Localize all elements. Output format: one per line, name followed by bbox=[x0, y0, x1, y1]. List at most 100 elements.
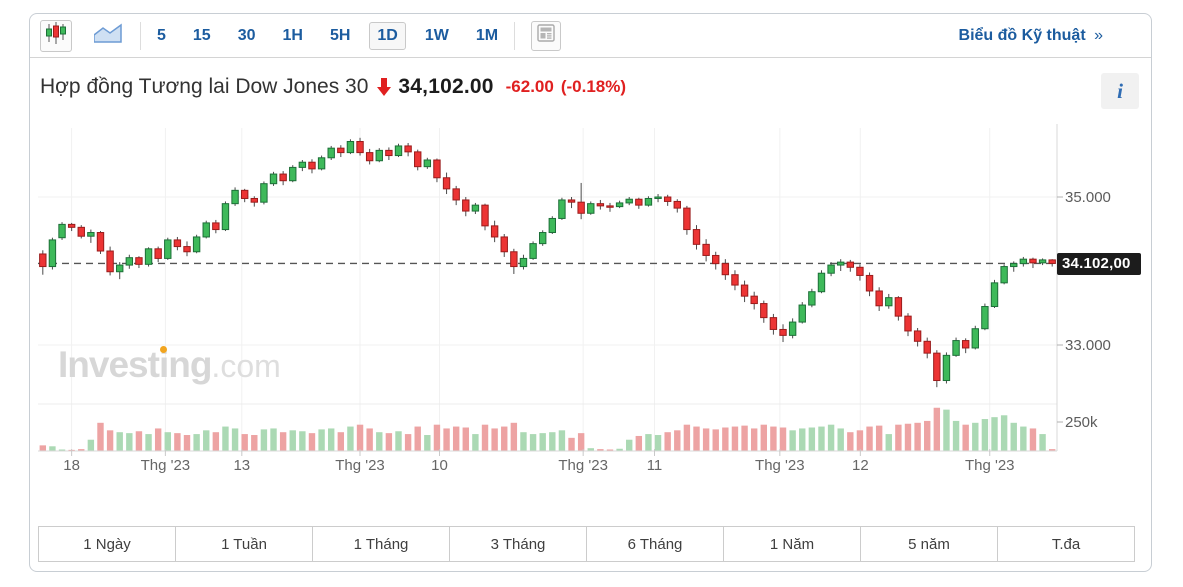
candle bbox=[375, 149, 383, 162]
volume-bar bbox=[299, 431, 306, 451]
volume-bar bbox=[577, 433, 585, 451]
volume-bar bbox=[799, 428, 806, 451]
down-arrow-icon bbox=[377, 78, 392, 96]
axis-label: Thg '23 bbox=[558, 457, 608, 474]
candle bbox=[933, 352, 941, 382]
axis-label: 18 bbox=[63, 457, 80, 474]
volume-bar bbox=[289, 430, 296, 451]
info-icon: i bbox=[1117, 78, 1123, 103]
volume-bar bbox=[58, 449, 66, 451]
info-button[interactable]: i bbox=[1101, 73, 1139, 109]
volume-bar bbox=[674, 430, 681, 451]
candle bbox=[692, 229, 701, 245]
volume-bar bbox=[1010, 422, 1017, 451]
volume-bar bbox=[193, 434, 200, 451]
range-3-months[interactable]: 3 Tháng bbox=[449, 526, 587, 562]
candlestick-chart[interactable]: 35.000 33.000 250k 18 Thg '23 13 Thg '23 10 Thg … bbox=[30, 116, 1151, 481]
volume-bar bbox=[222, 426, 229, 451]
candle bbox=[308, 161, 316, 170]
candle bbox=[654, 196, 662, 199]
axis-label: 11 bbox=[647, 457, 663, 474]
volume-bar bbox=[452, 426, 460, 451]
volume-bar bbox=[654, 435, 662, 451]
volume-bar bbox=[231, 428, 239, 451]
candle bbox=[471, 204, 480, 212]
candle bbox=[67, 223, 76, 228]
candle bbox=[981, 306, 989, 330]
interval-5[interactable]: 5 bbox=[157, 26, 166, 44]
candlestick-chart-type-button[interactable] bbox=[40, 19, 72, 52]
volume-bar bbox=[664, 432, 671, 451]
volume-bar bbox=[616, 448, 623, 451]
interval-5h[interactable]: 5H bbox=[329, 26, 351, 44]
candle bbox=[423, 159, 432, 168]
candle bbox=[414, 151, 422, 168]
candle bbox=[125, 257, 134, 266]
volume-bar bbox=[347, 426, 354, 451]
interval-1d-selected[interactable]: 1D bbox=[369, 21, 406, 50]
range-max[interactable]: T.đa bbox=[997, 526, 1135, 562]
candle bbox=[971, 328, 979, 349]
range-1-week[interactable]: 1 Tuần bbox=[175, 526, 313, 562]
volume-bar bbox=[501, 426, 508, 451]
axis-label: Thg '23 bbox=[965, 457, 1015, 474]
candle bbox=[548, 217, 557, 234]
area-chart-type-button[interactable] bbox=[92, 20, 124, 52]
candle bbox=[500, 236, 508, 253]
interval-1m[interactable]: 1M bbox=[475, 26, 499, 44]
volume-bar bbox=[116, 432, 123, 451]
candle bbox=[433, 159, 441, 179]
axis-label: Thg '23 bbox=[141, 457, 191, 474]
axis-label: 12 bbox=[852, 457, 869, 474]
candle bbox=[260, 183, 268, 203]
candle bbox=[538, 232, 547, 245]
candle bbox=[96, 232, 105, 252]
candle bbox=[779, 328, 787, 336]
candle bbox=[404, 145, 412, 153]
candle bbox=[39, 253, 47, 268]
candle bbox=[462, 199, 470, 212]
range-5-years[interactable]: 5 năm bbox=[860, 526, 998, 562]
volume-bar bbox=[606, 449, 614, 451]
range-1-day[interactable]: 1 Ngày bbox=[38, 526, 176, 562]
candle bbox=[808, 291, 816, 306]
range-1-month[interactable]: 1 Tháng bbox=[312, 526, 450, 562]
candle bbox=[106, 250, 114, 273]
volume-bar bbox=[424, 435, 431, 451]
candle bbox=[875, 290, 883, 307]
range-1-year[interactable]: 1 Năm bbox=[723, 526, 861, 562]
axis-label: 250k bbox=[1065, 414, 1098, 431]
volume-bar bbox=[212, 432, 220, 451]
volume-bar bbox=[510, 422, 518, 451]
price-change-percent: (-0.18%) bbox=[560, 77, 627, 96]
candle bbox=[990, 282, 999, 308]
candle bbox=[183, 246, 191, 253]
candle bbox=[77, 226, 85, 237]
candle bbox=[625, 198, 633, 204]
news-panel-button[interactable] bbox=[531, 20, 562, 51]
volume-bar bbox=[741, 425, 748, 451]
range-6-months[interactable]: 6 Tháng bbox=[586, 526, 724, 562]
volume-bar bbox=[203, 430, 210, 451]
interval-30[interactable]: 30 bbox=[237, 26, 256, 44]
candle bbox=[856, 266, 864, 276]
volume-bar bbox=[1000, 415, 1008, 451]
volume-bar bbox=[895, 424, 902, 451]
volume-bar bbox=[693, 426, 700, 451]
axis-label: 35.000 bbox=[1065, 189, 1111, 206]
chart-toolbar: 5 15 30 1H 5H 1D 1W 1M Biểu đ bbox=[30, 14, 1151, 58]
candle bbox=[385, 149, 393, 157]
volume-bar bbox=[520, 432, 527, 451]
interval-1w[interactable]: 1W bbox=[424, 26, 449, 44]
candle bbox=[490, 225, 499, 238]
candle bbox=[683, 207, 691, 231]
candle bbox=[865, 274, 874, 292]
volume-bar bbox=[270, 428, 277, 451]
interval-15[interactable]: 15 bbox=[192, 26, 211, 44]
candle bbox=[817, 272, 826, 293]
interval-1h[interactable]: 1H bbox=[282, 26, 303, 44]
technical-chart-link[interactable]: Biểu đồ Kỹ thuật » bbox=[959, 27, 1103, 45]
volume-bar bbox=[760, 424, 767, 451]
candle bbox=[240, 189, 249, 199]
volume-bar bbox=[885, 434, 892, 451]
